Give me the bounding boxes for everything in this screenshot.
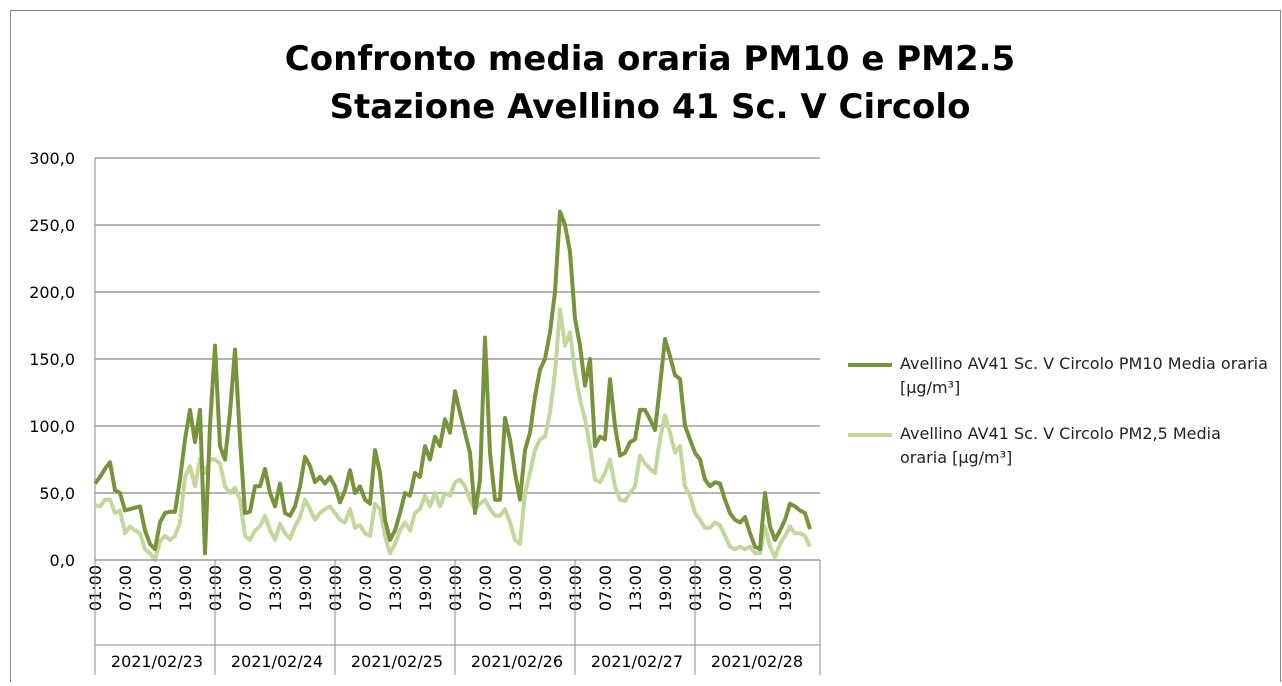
x-tick-label: 07:00 <box>116 565 135 611</box>
x-group-label: 2021/02/27 <box>591 652 683 671</box>
y-tick-label: 250,0 <box>29 216 75 235</box>
y-tick-label: 0,0 <box>50 551 75 570</box>
x-tick-label: 19:00 <box>776 565 795 611</box>
y-tick-label: 150,0 <box>29 350 75 369</box>
x-group-label: 2021/02/28 <box>711 652 803 671</box>
y-tick-label: 100,0 <box>29 417 75 436</box>
x-tick-label: 07:00 <box>236 565 255 611</box>
x-tick-label: 13:00 <box>146 565 165 611</box>
series-line <box>93 209 812 556</box>
x-group-label: 2021/02/25 <box>351 652 443 671</box>
x-tick-label: 07:00 <box>476 565 495 611</box>
x-tick-label: 19:00 <box>296 565 315 611</box>
legend-swatch <box>848 363 892 367</box>
y-tick-label: 300,0 <box>29 149 75 168</box>
x-group-label: 2021/02/23 <box>111 652 203 671</box>
y-tick-label: 50,0 <box>39 484 75 503</box>
x-tick-label: 13:00 <box>626 565 645 611</box>
y-tick-label: 200,0 <box>29 283 75 302</box>
series-line <box>94 307 812 562</box>
legend-label: Avellino AV41 Sc. V Circolo PM10 Media o… <box>900 354 1268 397</box>
x-tick-label: 19:00 <box>416 565 435 611</box>
x-tick-label: 19:00 <box>176 565 195 611</box>
chart-frame <box>10 10 1281 686</box>
x-tick-label: 07:00 <box>716 565 735 611</box>
x-tick-label: 19:00 <box>536 565 555 611</box>
x-tick-label: 07:00 <box>596 565 615 611</box>
legend-swatch <box>848 433 892 437</box>
x-tick-label: 13:00 <box>386 565 405 611</box>
legend-label: Avellino AV41 Sc. V Circolo PM2,5 Media … <box>900 424 1221 467</box>
legend-item: Avellino AV41 Sc. V Circolo PM10 Media o… <box>848 352 1268 400</box>
x-tick-label: 07:00 <box>356 565 375 611</box>
x-tick-label: 13:00 <box>506 565 525 611</box>
chart-subtitle: Stazione Avellino 41 Sc. V Circolo <box>330 87 971 127</box>
x-tick-label: 13:00 <box>746 565 765 611</box>
x-group-label: 2021/02/24 <box>231 652 323 671</box>
x-group-label: 2021/02/26 <box>471 652 563 671</box>
x-tick-label: 19:00 <box>656 565 675 611</box>
x-tick-label: 13:00 <box>266 565 285 611</box>
chart-title: Confronto media oraria PM10 e PM2.5 <box>285 39 1015 79</box>
legend-item: Avellino AV41 Sc. V Circolo PM2,5 Media … <box>848 422 1268 470</box>
